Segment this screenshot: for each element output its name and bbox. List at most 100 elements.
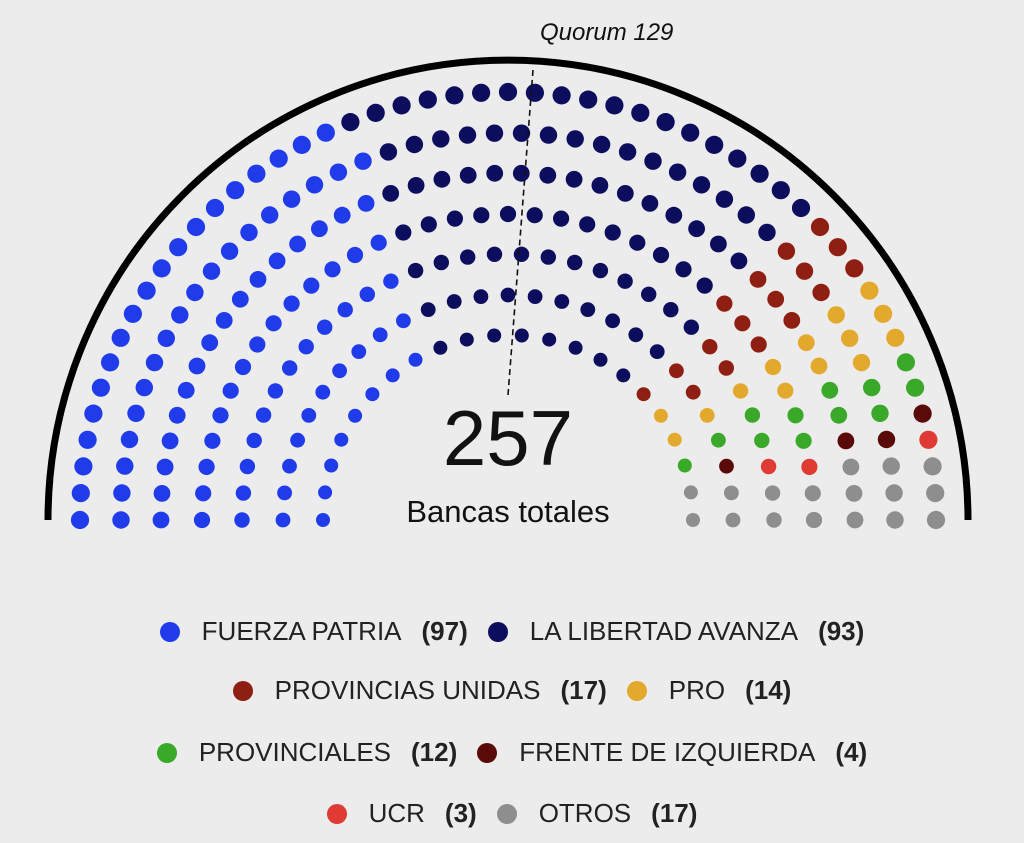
seat (157, 329, 175, 347)
seat (771, 181, 790, 200)
seat (186, 283, 204, 302)
seat (193, 511, 211, 529)
seat (188, 357, 206, 375)
seat (460, 249, 476, 265)
seat (514, 328, 529, 343)
seat (923, 457, 942, 476)
seat (156, 458, 174, 476)
seat (127, 404, 145, 422)
seat (135, 378, 153, 397)
seat (246, 432, 262, 449)
seat (205, 198, 225, 218)
legend-count: (17) (560, 675, 607, 705)
seat (783, 312, 801, 329)
seat (760, 458, 777, 475)
seat (566, 130, 584, 148)
seat (459, 332, 474, 347)
seat (226, 181, 245, 200)
seat (711, 432, 726, 448)
seat (195, 485, 212, 502)
seat (222, 382, 239, 399)
seat (644, 152, 662, 170)
seat (84, 404, 103, 423)
seat (715, 190, 734, 208)
seat (212, 407, 229, 424)
seat (863, 378, 881, 397)
seat (152, 511, 170, 529)
seat (641, 195, 659, 212)
seat (593, 352, 608, 367)
seat (552, 86, 571, 105)
seat (472, 83, 491, 102)
seat (385, 368, 400, 383)
seat (171, 306, 189, 324)
seat (348, 408, 363, 423)
seat (663, 302, 679, 318)
seat (74, 457, 93, 476)
seat (292, 135, 311, 154)
seat (616, 368, 631, 383)
seat (692, 176, 711, 194)
seat (282, 458, 297, 474)
seat (341, 113, 360, 132)
parliament-chart: Quorum 129 257 Bancas totales (44, 19, 972, 530)
seat (767, 290, 785, 308)
legend-item: UCR (3) (326, 798, 477, 829)
seat (592, 135, 611, 154)
legend-swatch (326, 803, 347, 824)
seat (652, 246, 670, 264)
seat (177, 381, 195, 399)
seat (317, 319, 333, 335)
legend-count: (97) (421, 616, 468, 646)
seat (906, 378, 925, 397)
seat (705, 135, 724, 154)
seat (324, 261, 341, 278)
seat (758, 223, 776, 242)
seat (830, 406, 848, 424)
seat (656, 113, 675, 132)
seat (686, 513, 700, 527)
seat (366, 103, 385, 122)
seat (716, 295, 733, 312)
seat (408, 352, 423, 367)
seat (737, 206, 755, 224)
seat (568, 340, 583, 355)
seat (247, 164, 266, 183)
seat (354, 152, 372, 170)
seat (592, 262, 609, 279)
seat (116, 457, 134, 475)
seat (111, 328, 130, 347)
legend-label: OTROS (538, 798, 632, 828)
seat (201, 334, 219, 352)
legend-label: UCR (368, 798, 425, 828)
seat (113, 484, 131, 502)
seat (732, 383, 749, 399)
seat (316, 123, 335, 142)
seat (446, 294, 462, 309)
seat (351, 344, 367, 359)
seat (202, 262, 221, 280)
seat (539, 166, 557, 184)
seat (298, 339, 314, 355)
seat (382, 185, 400, 202)
seat (282, 360, 298, 376)
seat (688, 220, 705, 238)
seat (845, 485, 863, 502)
legend-label: PRO (668, 675, 726, 705)
seat (487, 328, 502, 343)
seat (220, 242, 239, 260)
seat (795, 262, 814, 280)
seat (675, 261, 692, 278)
seat (168, 406, 186, 424)
seat (797, 334, 815, 352)
seat (255, 407, 272, 423)
seat (777, 382, 794, 399)
seat (458, 126, 477, 144)
seat (315, 384, 331, 400)
seat (311, 220, 328, 238)
seat (283, 295, 300, 312)
legend-item: PRO (14) (626, 675, 791, 706)
seat (346, 246, 364, 264)
legend-swatch (156, 742, 177, 763)
seat (145, 353, 164, 372)
